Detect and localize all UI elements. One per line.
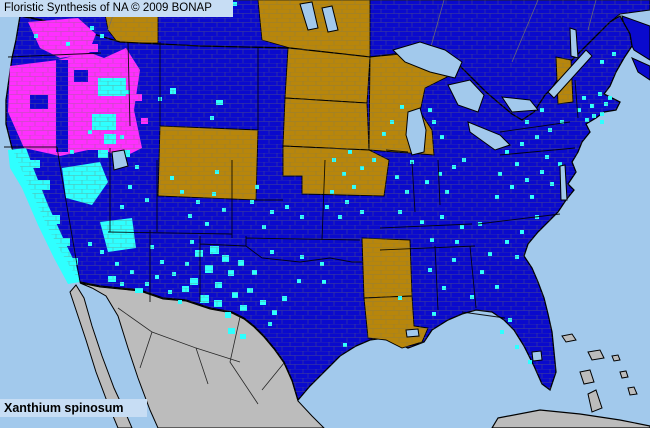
lake-superior bbox=[392, 41, 463, 79]
region-bahamas bbox=[561, 333, 638, 413]
lake-pontchartrain bbox=[405, 328, 420, 338]
lake-okeechobee bbox=[531, 350, 543, 362]
map-title-bar: Floristic Synthesis of NA © 2009 BONAP bbox=[0, 0, 233, 17]
lake-ontario bbox=[500, 96, 539, 113]
county-dot bbox=[228, 328, 235, 334]
lake-manitoba bbox=[321, 5, 339, 33]
lake-huron bbox=[447, 79, 485, 113]
great-salt-lake bbox=[111, 149, 129, 171]
lake-michigan bbox=[405, 107, 427, 156]
lake-winnipeg bbox=[299, 1, 319, 31]
county-dot bbox=[528, 360, 532, 364]
species-label-bar: Xanthium spinosum bbox=[0, 399, 147, 417]
lake-champlain bbox=[569, 27, 579, 59]
county-dot bbox=[600, 120, 604, 124]
state-borders bbox=[4, 41, 579, 319]
map-title: Floristic Synthesis of NA © 2009 BONAP bbox=[4, 2, 212, 14]
great-lakes bbox=[111, 1, 593, 362]
region-baja-california bbox=[69, 284, 133, 428]
county-dot bbox=[515, 345, 519, 349]
mexico-state-borders bbox=[117, 307, 285, 405]
species-name: Xanthium spinosum bbox=[4, 401, 124, 415]
county-dot bbox=[600, 112, 604, 116]
lake-erie bbox=[467, 121, 511, 151]
county-dot bbox=[500, 330, 504, 334]
county-dot bbox=[240, 334, 246, 339]
region-nova-scotia bbox=[631, 57, 650, 81]
county-dot bbox=[178, 300, 182, 304]
region-cuba bbox=[491, 409, 650, 428]
county-dot bbox=[225, 312, 231, 318]
st-lawrence-river bbox=[547, 49, 593, 99]
chesapeake-bay bbox=[559, 164, 568, 201]
county-dot bbox=[135, 288, 143, 293]
